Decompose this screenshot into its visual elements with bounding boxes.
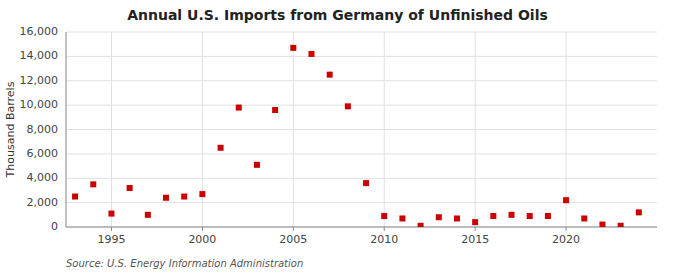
point [218,145,224,151]
y-tick-label: 2,000 [27,196,59,209]
y-grid-line [66,56,657,57]
point [254,162,260,168]
y-grid-line [66,178,657,179]
point [272,107,278,113]
point [454,215,460,221]
point [581,215,587,221]
y-axis-line [66,32,67,227]
y-grid-line [66,153,657,154]
point [399,215,405,221]
annotation: Source: U.S. Energy Information Administ… [66,258,303,269]
point [418,223,424,227]
point [436,214,442,220]
chart-container: 0 2,000 4,000 6,000 8,000 10,000 12,000 14,000 1… [0,0,675,275]
y-tick-label: 0 [51,220,58,233]
title: Annual U.S. Imports from Germany of Unfi… [127,7,548,23]
axes: 0 2,000 4,000 6,000 8,000 10,000 12,000 14,000 1… [20,25,658,246]
x-tick-mark [384,227,385,231]
point [545,213,551,219]
y-grid-line [66,227,657,228]
points [72,45,642,227]
x-tick-mark [566,227,567,231]
x-tick-mark [475,227,476,231]
x-tick-label: 2010 [370,233,398,246]
point [163,195,169,201]
x-grid-line [384,32,385,227]
point [563,197,569,203]
point [199,191,205,197]
point [618,223,624,227]
x-tick-label: 2020 [552,233,580,246]
x-tick-label: 2005 [279,233,307,246]
x-grid-line [475,32,476,227]
x-tick-label: 2015 [461,233,489,246]
x-axis-line [66,227,657,228]
y-tick-label: 4,000 [27,171,59,184]
x-grid-line [293,32,294,227]
point [90,181,96,187]
y-tick-label: 16,000 [20,25,59,38]
point [599,222,605,227]
point [345,103,351,109]
x-tick-label: 2000 [188,233,216,246]
point [181,194,187,200]
point [363,180,369,186]
x-tick-mark [111,227,112,231]
point [145,212,151,218]
y-grid-line [66,32,657,33]
grid [66,32,657,227]
x-tick-label: 1995 [97,233,125,246]
chart: 0 2,000 4,000 6,000 8,000 10,000 12,000 14,000 1… [0,0,675,275]
point [636,209,642,215]
y-tick-label: 10,000 [20,98,59,111]
point [509,212,515,218]
point [381,213,387,219]
y-tick-label: 8,000 [27,123,59,136]
x-grid-line [202,32,203,227]
x-tick-mark [202,227,203,231]
y-grid-line [66,129,657,130]
point [490,213,496,219]
point [527,213,533,219]
point [327,72,333,78]
point [308,51,314,57]
y-axis-label: Thousand Barrels [4,81,17,178]
y-tick-label: 6,000 [27,147,59,160]
point [290,45,296,51]
x-grid-line [111,32,112,227]
point [72,194,78,200]
y-tick-label: 14,000 [20,49,59,62]
y-grid-line [66,80,657,81]
y-grid-line [66,105,657,106]
point [236,105,242,111]
y-tick-label: 12,000 [20,74,59,87]
x-tick-mark [293,227,294,231]
point [127,185,133,191]
point [472,219,478,225]
point [108,211,114,217]
